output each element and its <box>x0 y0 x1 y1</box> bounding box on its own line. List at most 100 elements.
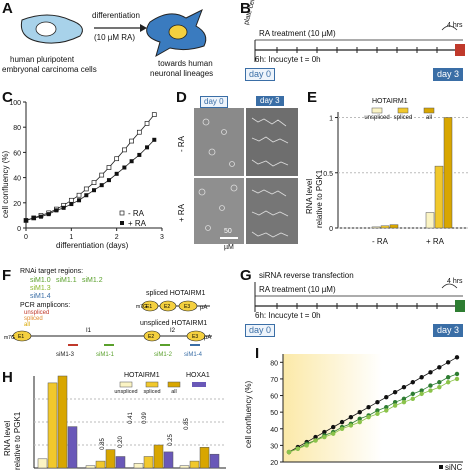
data-point <box>428 370 433 375</box>
svg-text:siM1-1: siM1-1 <box>96 352 115 358</box>
data-point <box>401 385 407 390</box>
data-point <box>357 409 362 415</box>
e-ylabel-2: relative to PGK1 <box>315 169 324 228</box>
micrograph-plus-day3 <box>246 178 298 244</box>
data-point <box>46 212 51 217</box>
bar <box>47 382 58 469</box>
left-caption-1: human pluripotent <box>10 55 75 64</box>
y-tick-label: 80 <box>270 360 278 367</box>
rnai-sim11: siM1.1 <box>56 277 77 284</box>
scalebar-unit: µM <box>224 244 234 251</box>
hrs-label: 4 hrs <box>447 278 463 285</box>
pcr-all: all <box>24 322 31 328</box>
data-point <box>401 396 407 402</box>
data-point <box>114 171 119 176</box>
scalebar-value: 50 <box>224 228 232 235</box>
bar <box>179 465 190 469</box>
legend-marker-plus <box>120 221 124 225</box>
data-point <box>401 399 407 405</box>
legend-swatch <box>371 107 383 114</box>
svg-text:m7G: m7G <box>4 335 15 341</box>
data-point <box>136 129 142 135</box>
endpoint-marker <box>455 44 465 56</box>
legend-swatch <box>119 381 133 388</box>
data-point <box>295 446 301 451</box>
svg-text:pA: pA <box>204 335 211 341</box>
y-tick-label: 80 <box>13 125 21 132</box>
y-tick-label: 20 <box>13 201 21 208</box>
pcr-spliced: spliced <box>24 316 43 322</box>
legend-swatch <box>397 107 409 114</box>
bar <box>57 375 68 469</box>
bar <box>443 117 453 229</box>
treatment-shading <box>283 354 382 462</box>
spliced-name: spliced HOTAIRM1 <box>146 290 206 297</box>
panel-b: B plate cells RA treatment (10 µM) 6h: I… <box>237 0 474 90</box>
bar <box>133 463 144 469</box>
data-point <box>114 156 120 162</box>
data-point <box>129 159 134 164</box>
data-point <box>322 434 327 440</box>
data-point <box>375 408 380 413</box>
bar <box>153 444 164 469</box>
bar <box>95 460 106 469</box>
data-point <box>392 399 398 405</box>
panel-label: E <box>307 89 318 106</box>
value-label: 0.99 <box>142 412 148 424</box>
micrograph-plus-day0 <box>194 178 244 244</box>
panel-i: I 20 30 40 50 60 70 80 cell confluency (%) siN… <box>237 344 474 474</box>
arrow-top-label: differentiation <box>92 11 140 20</box>
y-tick-label: 40 <box>13 176 21 183</box>
data-point <box>92 188 96 193</box>
data-point <box>375 411 380 417</box>
rnai-sim13: siM1.3 <box>30 285 51 292</box>
data-point <box>122 165 127 170</box>
legend-plus-ra: + RA <box>128 219 147 228</box>
value-label: 0.25 <box>168 434 174 446</box>
hrs-label: 4 hrs <box>447 22 463 29</box>
micrograph-minus-day3 <box>246 108 298 176</box>
data-point <box>410 380 415 385</box>
bar <box>371 226 381 229</box>
y-tick-label: 0 <box>329 226 333 233</box>
svg-text:pA: pA <box>200 305 207 311</box>
legend-swatch <box>167 381 181 388</box>
day3-badge: day 3 <box>433 68 464 81</box>
bar <box>85 465 96 469</box>
e-group-plus: + RA <box>426 237 445 246</box>
spliced-transcript <box>141 300 210 312</box>
legend-label: unspliced <box>114 389 137 395</box>
h-legend-hoxa1: HOXA1 <box>186 372 210 379</box>
row-minus-ra: - RA <box>177 136 186 152</box>
data-point <box>392 390 398 395</box>
svg-text:siM1-3: siM1-3 <box>56 352 75 358</box>
svg-text:E1: E1 <box>146 304 152 310</box>
panel-label: H <box>2 369 13 386</box>
y-tick-label: 0.5 <box>323 171 333 178</box>
legend-marker-sinc <box>439 465 443 469</box>
h-ylabel-2: relative to PGK1 <box>13 411 22 470</box>
legend-marker-minus <box>119 210 125 216</box>
data-point <box>151 112 157 117</box>
right-caption-1: towards human <box>158 59 213 68</box>
svg-text:E1: E1 <box>18 334 24 340</box>
bar <box>143 456 154 469</box>
data-point <box>339 426 345 431</box>
x-tick-label: 2 <box>115 234 119 241</box>
data-point <box>445 360 451 365</box>
data-point <box>348 414 354 420</box>
data-point <box>331 424 336 430</box>
y-tick-label: 50 <box>270 410 278 417</box>
panel-h: H 0.85 0.20 0.41 0.99 0.25 0.85 unspliced splic… <box>0 368 237 474</box>
bar <box>67 426 78 469</box>
pcr-unspliced: unspliced <box>24 310 50 316</box>
y-tick-label: 70 <box>270 377 278 384</box>
data-point <box>410 391 415 397</box>
ra-treatment-label: RA treatment (10 µM) <box>259 29 336 38</box>
d-day3-badge: day 3 <box>256 96 284 106</box>
legend-swatch <box>192 382 206 387</box>
legend-label: unspliced <box>364 115 389 121</box>
micrograph-minus-day0 <box>194 108 244 176</box>
data-point <box>129 138 134 144</box>
bar <box>105 449 116 469</box>
